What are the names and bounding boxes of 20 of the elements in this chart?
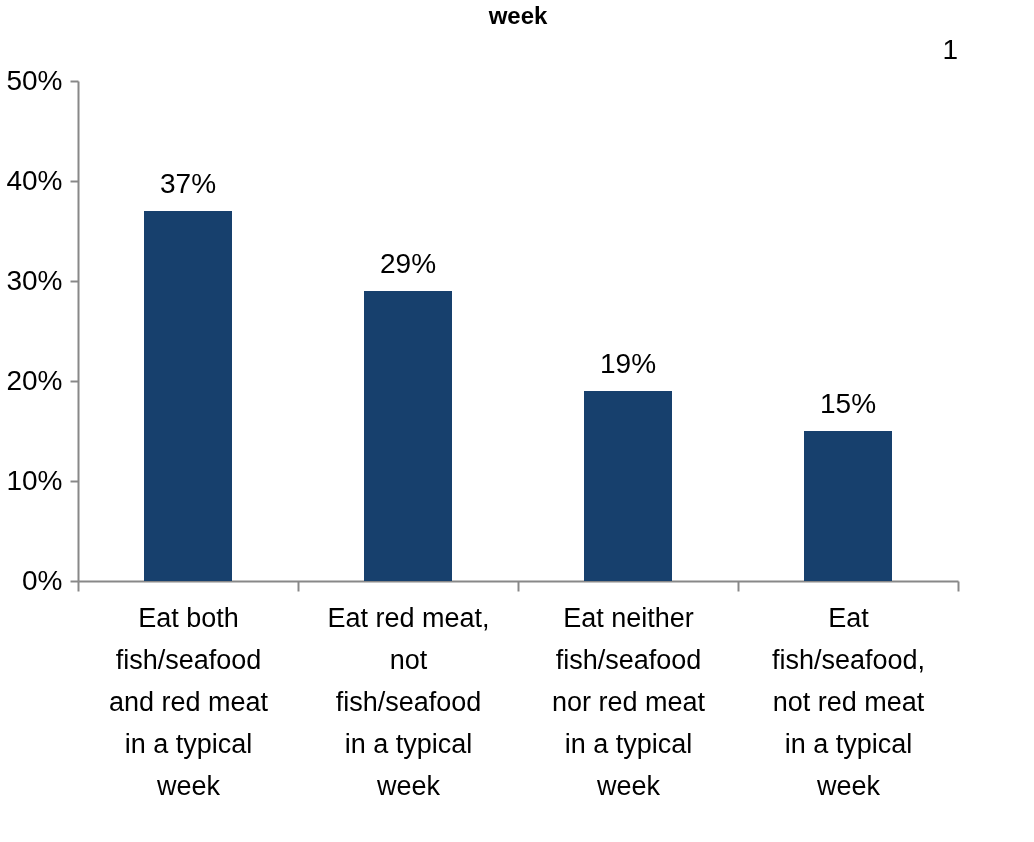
data-label: 15%: [819, 388, 877, 419]
bar: [584, 391, 672, 581]
chart-title: week: [487, 2, 548, 29]
bar: [804, 431, 892, 581]
text: 1: [942, 34, 958, 65]
y-tick-label: 20%: [6, 364, 63, 396]
x-tick-label: Eat neither fish/seafood nor red meat in a typical week: [551, 602, 706, 801]
data-label: 19%: [599, 348, 657, 379]
data-label: 29%: [379, 248, 437, 279]
y-tick-label: 0%: [22, 564, 63, 596]
x-tick-label: Eat red meat, not fish/seafood in a typical week: [327, 602, 490, 801]
y-tick-label: 10%: [6, 464, 63, 496]
x-tick-label: Eat fish/seafood, not red meat in a typical week: [771, 602, 926, 801]
y-tick-label: 30%: [6, 264, 63, 296]
x-tick-label: Eat both fish/seafood and red meat in a typical week: [108, 602, 269, 801]
y-tick-label: 50%: [6, 64, 63, 96]
bar: [144, 211, 232, 581]
data-label: 37%: [159, 168, 217, 199]
bar: [364, 291, 452, 581]
y-tick-label: 40%: [6, 164, 63, 196]
